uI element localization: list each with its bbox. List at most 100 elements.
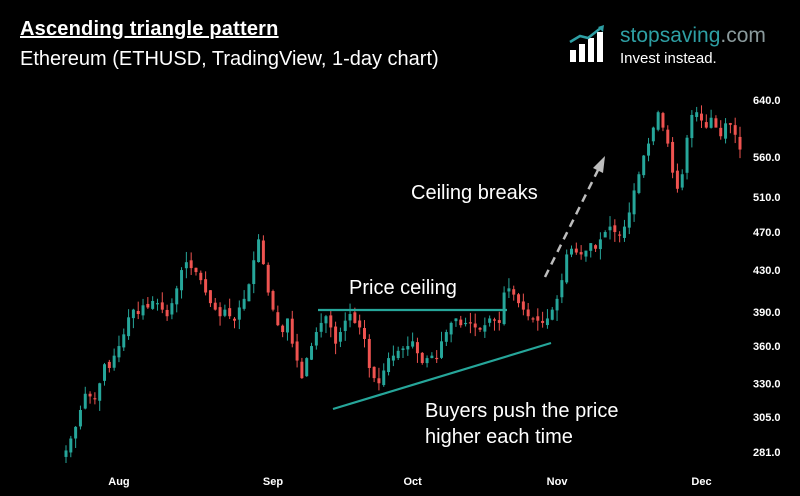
candle-body [502, 292, 506, 325]
candle-body [661, 113, 665, 128]
annotation-buyers-line2: higher each time [425, 426, 573, 448]
candle-body [204, 279, 208, 293]
candle-body [425, 358, 429, 364]
candle-body [435, 357, 439, 360]
candle-body [329, 315, 333, 328]
x-tick-label: Nov [547, 476, 569, 488]
y-tick-label: 330.0 [753, 378, 781, 390]
candle-body [459, 319, 463, 326]
candle-body [372, 366, 376, 379]
y-tick-label: 470.0 [753, 227, 781, 239]
candle-body [704, 122, 708, 128]
x-axis: Aug Sep Oct Nov Dec [108, 476, 711, 488]
candle-body [233, 318, 236, 321]
x-tick-label: Oct [403, 476, 422, 488]
candle-body [112, 355, 116, 368]
candle-body [69, 438, 73, 453]
candle-body [671, 141, 675, 173]
y-tick-label: 390.0 [753, 307, 781, 319]
candle-body [594, 245, 598, 249]
breakout-arrow-line [543, 169, 600, 278]
candle-body [401, 348, 405, 351]
brand-tagline: Invest instead. [620, 50, 717, 67]
candle-body [261, 240, 265, 265]
candle-body [362, 328, 366, 339]
candle-body [492, 319, 496, 321]
y-tick-label: 305.0 [753, 412, 781, 424]
candle-body [194, 267, 198, 273]
candle-body [473, 323, 477, 328]
candle-body [613, 225, 617, 233]
candle-body [170, 303, 174, 315]
candle-body [257, 239, 261, 263]
candle-body [252, 260, 256, 285]
candle-body [440, 341, 444, 358]
candle-body [622, 226, 626, 238]
candle-body [733, 125, 737, 135]
candle-body [98, 383, 102, 401]
candle-body [656, 112, 660, 130]
candle-body [589, 243, 593, 251]
candle-body [78, 409, 82, 427]
brand-block: stopsaving.com Invest instead. [568, 22, 788, 72]
candle-body [155, 303, 159, 305]
candle-body [632, 190, 636, 215]
x-tick-label: Aug [108, 476, 129, 488]
candle-body [642, 155, 646, 176]
candle-body [358, 320, 362, 328]
candles-group [64, 105, 742, 463]
candle-body [160, 302, 164, 310]
candle-body [478, 327, 482, 330]
candle-body [281, 325, 285, 333]
rising-support-line [332, 341, 552, 411]
annotation-buyers-line1: Buyers push the price [425, 400, 619, 422]
candle-body [531, 318, 535, 320]
candle-body [579, 252, 583, 255]
candle-body [517, 294, 521, 304]
y-axis: 640.0 560.0 510.0 470.0 430.0 390.0 360.0 330.0… [753, 95, 781, 459]
candle-body [608, 226, 612, 231]
candle-body [526, 309, 530, 317]
candle-body [430, 355, 434, 359]
candle-body [497, 320, 501, 323]
candle-body [228, 308, 232, 317]
candle-body [647, 143, 651, 156]
candle-body [411, 341, 415, 347]
page-subtitle: Ethereum (ETHUSD, TradingView, 1-day cha… [20, 48, 439, 70]
candle-body [93, 398, 97, 400]
candle-body [314, 332, 318, 346]
candle-body [598, 239, 602, 250]
candle-body [560, 280, 564, 298]
candle-body [189, 260, 193, 269]
candle-body [666, 129, 670, 144]
candle-body [709, 117, 713, 128]
candle-body [545, 318, 549, 326]
brand-name-tld: .com [720, 24, 766, 47]
candle-body [570, 248, 573, 255]
candle-body [536, 316, 540, 321]
breakout-arrow-head [593, 156, 605, 173]
candle-body [141, 305, 145, 316]
candle-body [208, 290, 212, 304]
candle-body [180, 270, 184, 291]
candle-body [695, 112, 699, 117]
candle-body [290, 318, 294, 344]
candle-body [348, 314, 352, 321]
bar-chart-arrow-icon [569, 25, 604, 62]
candle-body [724, 123, 728, 139]
candle-body [88, 393, 92, 397]
candle-body [512, 289, 516, 295]
candle-body [627, 212, 631, 228]
candle-body [444, 332, 448, 342]
candle-body [483, 325, 487, 332]
candle-body [199, 272, 203, 281]
candle-body [324, 316, 328, 324]
candle-body [74, 426, 78, 439]
candle-body [285, 318, 289, 333]
y-tick-label: 360.0 [753, 341, 781, 353]
candle-body [107, 361, 111, 368]
candle-body [218, 307, 222, 317]
annotation-ceiling-breaks: Ceiling breaks [411, 182, 538, 204]
candle-body [685, 137, 689, 173]
candle-body [565, 254, 569, 283]
